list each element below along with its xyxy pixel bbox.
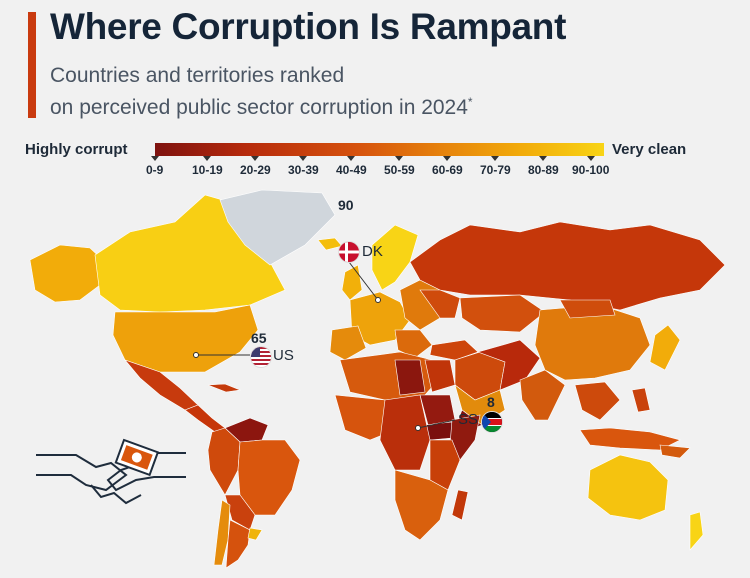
- map-region-cuba: [207, 383, 242, 393]
- dk-callout-line: [348, 261, 379, 301]
- handshake-bribe-icon: [36, 438, 186, 505]
- legend-low-label: Highly corrupt: [25, 141, 128, 158]
- map-region-philippines: [631, 387, 651, 413]
- map-region-russia: [409, 221, 726, 311]
- accent-bar: [28, 12, 36, 118]
- map-region-libya: [394, 359, 426, 396]
- map-region-alaska: [29, 244, 106, 303]
- map-region-scandinavia: [371, 224, 419, 291]
- map-region-turkey: [429, 339, 479, 361]
- subtitle-footnote-mark: *: [467, 95, 473, 109]
- legend-bin-2: 20-29: [240, 156, 271, 177]
- map-region-southeast-asia: [574, 381, 621, 421]
- us-callout-dot: [193, 352, 199, 358]
- map-region-japan-korea: [649, 324, 681, 371]
- map-region-chile: [213, 499, 231, 566]
- map-region-indonesia: [579, 427, 681, 451]
- map-region-madagascar: [451, 489, 469, 521]
- page-title: Where Corruption Is Rampant: [50, 6, 567, 47]
- dk-label: DK: [362, 243, 383, 260]
- map-region-central-africa: [379, 394, 431, 471]
- legend-color-scale: [155, 143, 604, 156]
- map-region-uk: [341, 264, 363, 301]
- map-region-ukraine-belarus: [419, 289, 461, 319]
- dk-callout-dot: [375, 297, 381, 303]
- denmark-flag-icon: [338, 241, 360, 263]
- subtitle-line-1: Countries and territories ranked: [50, 64, 345, 87]
- map-region-central-america: [184, 404, 226, 433]
- legend-bin-8: 80-89: [528, 156, 559, 177]
- legend-bin-4: 40-49: [336, 156, 367, 177]
- legend-bin-0: 0-9: [146, 156, 164, 177]
- map-region-egypt: [424, 359, 456, 393]
- map-region-kazakhstan: [459, 294, 546, 333]
- map-region-papua-new-guinea: [659, 444, 691, 459]
- world-map: [29, 189, 726, 569]
- ss-label: SS: [458, 411, 479, 428]
- usa-flag-icon: [250, 346, 272, 368]
- map-region-mongolia: [559, 299, 616, 319]
- map-region-iberia: [329, 325, 367, 361]
- legend-bin-6: 60-69: [432, 156, 463, 177]
- ss-callout-line: [417, 419, 456, 429]
- map-region-brazil: [237, 439, 301, 516]
- legend-bins: 0-9 10-19 20-29 30-39 40-49 50-59 60-69 …: [146, 156, 616, 181]
- subtitle-line-2: on perceived public sector corruption in…: [50, 96, 468, 119]
- legend-bin-3: 30-39: [288, 156, 319, 177]
- map-region-southern-africa: [394, 469, 449, 541]
- map-region-bolivia-paraguay: [224, 494, 256, 531]
- map-region-balkans: [394, 329, 433, 359]
- legend-bin-1: 10-19: [192, 156, 223, 177]
- ss-score: 8: [487, 394, 495, 410]
- map-region-india: [519, 369, 566, 421]
- us-label: US: [273, 347, 294, 364]
- ss-callout-dot: [415, 425, 421, 431]
- page-subtitle: Countries and territories ranked on perc…: [50, 62, 610, 121]
- map-region-china: [534, 304, 651, 381]
- map-region-east-africa: [429, 439, 461, 491]
- map-region-colombia-peru: [207, 427, 241, 496]
- south-sudan-flag-icon: [481, 411, 503, 433]
- legend-high-label: Very clean: [612, 141, 687, 158]
- us-score: 65: [251, 330, 267, 346]
- dk-score: 90: [338, 197, 354, 213]
- legend-bin-7: 70-79: [480, 156, 511, 177]
- legend-bin-9: 90-100: [572, 156, 610, 177]
- map-region-usa: [112, 304, 259, 373]
- map-region-australia: [587, 454, 669, 521]
- map-region-north-africa: [339, 351, 441, 401]
- map-region-new-zealand: [689, 511, 704, 551]
- map-region-greenland: [219, 189, 336, 266]
- map-region-uruguay: [247, 527, 263, 541]
- legend-bin-5: 50-59: [384, 156, 415, 177]
